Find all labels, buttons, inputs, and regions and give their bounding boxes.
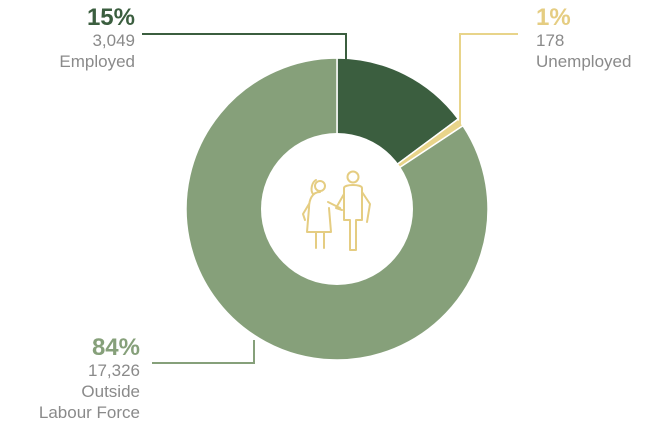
elderly-couple-icon <box>302 170 371 251</box>
count-outside-labour-force: 17,326 <box>88 361 140 380</box>
label-unemployed: 1% 178 Unemployed <box>536 6 631 72</box>
name-outside-labour-force-line2: Labour Force <box>38 403 140 422</box>
label-employed: 15% 3,049 Employed <box>59 6 135 72</box>
percent-employed: 15% <box>86 4 135 31</box>
leader-lines <box>142 33 518 364</box>
name-employed: Employed <box>59 52 135 71</box>
count-employed: 3,049 <box>92 31 135 50</box>
label-outside-labour-force: 84% 17,326 Outside Labour Force <box>39 336 140 423</box>
leader-line-employed <box>142 33 347 63</box>
count-unemployed: 178 <box>536 31 565 50</box>
leader-line-outside-labour-force <box>152 340 255 364</box>
leader-line-unemployed <box>459 33 518 124</box>
name-outside-labour-force-line1: Outside <box>81 382 140 401</box>
percent-outside-labour-force: 84% <box>91 334 140 361</box>
percent-unemployed: 1% <box>536 4 571 31</box>
name-unemployed: Unemployed <box>536 52 632 71</box>
